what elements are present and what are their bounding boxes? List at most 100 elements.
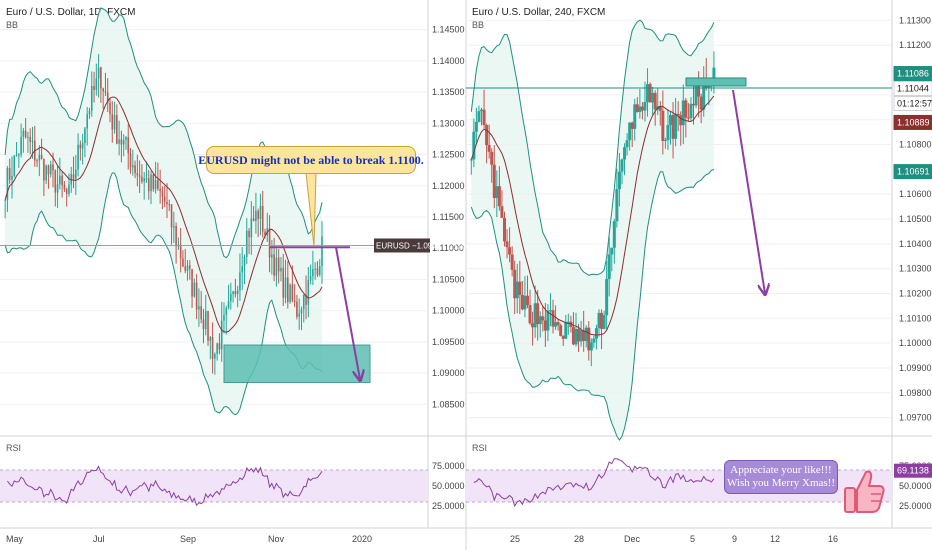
candle-body xyxy=(712,67,716,80)
candle-body xyxy=(658,106,662,111)
candle-body xyxy=(84,128,86,144)
candle-body xyxy=(612,221,616,248)
candle-body xyxy=(166,201,168,205)
candle-body xyxy=(154,180,157,190)
candle-body xyxy=(485,125,489,146)
left-chart-layer: 1.14500 1.14000 1.13500 1.13000 1.12500 1.120… xyxy=(0,7,475,544)
candle-body xyxy=(561,335,565,339)
candle-body xyxy=(264,231,266,236)
candle-body xyxy=(302,294,305,310)
price-tick-label: 1.12000 xyxy=(432,181,465,191)
candle-body xyxy=(289,284,291,303)
annotation-text: EURUSD might not be able to break 1.1100… xyxy=(198,152,424,167)
candle-body xyxy=(628,122,632,141)
candle-body xyxy=(663,140,667,142)
rsi-line xyxy=(473,458,715,508)
support-zone xyxy=(223,344,371,384)
candle-body xyxy=(168,204,171,206)
candle-body xyxy=(106,92,109,103)
candle-body xyxy=(505,241,509,248)
candle-body xyxy=(223,314,225,321)
candle-body xyxy=(699,96,703,110)
time-tick-label: 28 xyxy=(574,534,584,544)
candle-body xyxy=(318,265,321,275)
candle-body xyxy=(77,144,79,170)
candle-body xyxy=(157,180,159,189)
candle-body xyxy=(559,325,563,336)
candle-body xyxy=(605,279,609,316)
candle-body xyxy=(691,103,695,106)
candle-body xyxy=(500,206,504,218)
candle-body xyxy=(15,154,18,156)
candle-body xyxy=(173,226,175,228)
candle-body xyxy=(469,159,473,161)
candle-body xyxy=(29,136,32,142)
candle-body xyxy=(255,210,257,221)
candle-body xyxy=(569,321,573,328)
candle-body xyxy=(681,100,685,126)
candle-body xyxy=(316,268,319,275)
candle-body xyxy=(314,268,316,270)
price-tick-label: 1.11000 xyxy=(432,243,464,253)
price-tick-label: 1.14000 xyxy=(432,56,465,66)
candle-body xyxy=(113,115,116,130)
candle-body xyxy=(250,218,253,238)
bollinger-lower xyxy=(470,168,715,441)
candle-body xyxy=(138,175,141,177)
candle-body xyxy=(52,164,54,171)
candle-body xyxy=(574,328,578,345)
candle-body xyxy=(125,137,127,140)
candle-body xyxy=(602,315,606,329)
candle-body xyxy=(24,130,27,138)
candle-body xyxy=(90,85,93,111)
candle-body xyxy=(510,254,514,270)
candle-body xyxy=(666,125,670,141)
candle-body xyxy=(694,86,698,106)
rsi-tick-label: 25.0000 xyxy=(432,501,465,511)
candle-body xyxy=(234,291,237,295)
candle-body xyxy=(477,111,481,122)
candle-body xyxy=(579,330,583,342)
price-badge-label: 1.11044 xyxy=(897,84,929,94)
candle-body xyxy=(104,91,107,93)
candle-body xyxy=(321,236,323,266)
candle-body xyxy=(202,319,205,330)
candle-body xyxy=(236,290,239,295)
right-chart-title: Euro / U.S. Dollar, 240, FXCM xyxy=(472,7,605,18)
time-tick-label: Jul xyxy=(93,534,105,544)
candle-body xyxy=(93,85,95,90)
candle-body xyxy=(131,165,134,168)
candle-body xyxy=(134,165,136,174)
candle-body xyxy=(31,140,34,142)
candle-body xyxy=(617,171,621,190)
candle-body xyxy=(492,164,496,199)
annotation-callout[interactable]: EURUSD might not be able to break 1.1100… xyxy=(198,146,424,174)
price-tick-label: 1.10000 xyxy=(899,338,932,348)
candle-body xyxy=(594,328,598,339)
candle-body xyxy=(186,265,189,271)
price-tick-label: 1.10100 xyxy=(899,313,932,323)
candle-body xyxy=(307,280,310,305)
candle-body xyxy=(175,226,177,247)
promo-badge[interactable]: Appreciate your like!!! Wish you Merry X… xyxy=(724,460,838,494)
candle-body xyxy=(198,306,200,310)
price-badge xyxy=(893,81,932,97)
candle-body xyxy=(248,230,250,238)
candle-body xyxy=(312,269,314,277)
candle-body xyxy=(88,110,91,115)
price-tick-label: 1.10000 xyxy=(432,306,465,316)
price-tick-label: 1.10600 xyxy=(899,189,932,199)
candle-body xyxy=(195,282,198,310)
candle-body xyxy=(554,322,558,327)
time-tick-label: 25 xyxy=(510,534,520,544)
candle-body xyxy=(298,313,301,317)
candle-body xyxy=(684,100,688,118)
candle-body xyxy=(293,300,296,302)
candle-body xyxy=(204,311,207,330)
candle-body xyxy=(163,196,166,202)
candle-body xyxy=(679,115,683,126)
price-tick-label: 1.09800 xyxy=(899,388,932,398)
candle-body xyxy=(116,115,118,144)
candle-body xyxy=(38,154,41,161)
